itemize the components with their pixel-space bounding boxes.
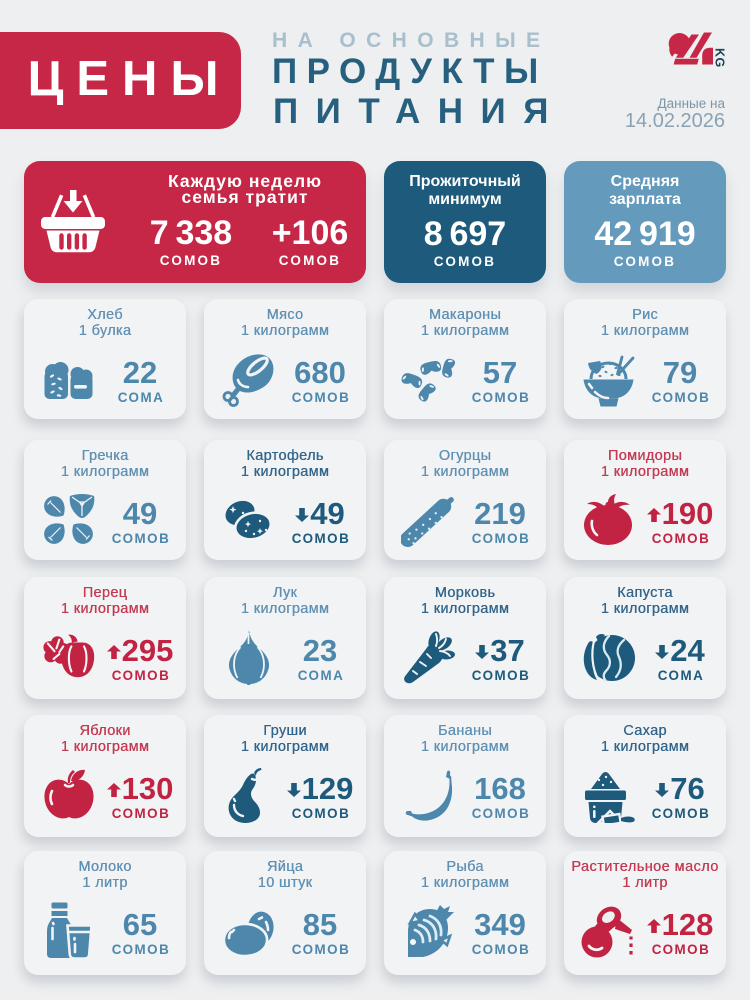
- svg-text:KG: KG: [713, 48, 727, 67]
